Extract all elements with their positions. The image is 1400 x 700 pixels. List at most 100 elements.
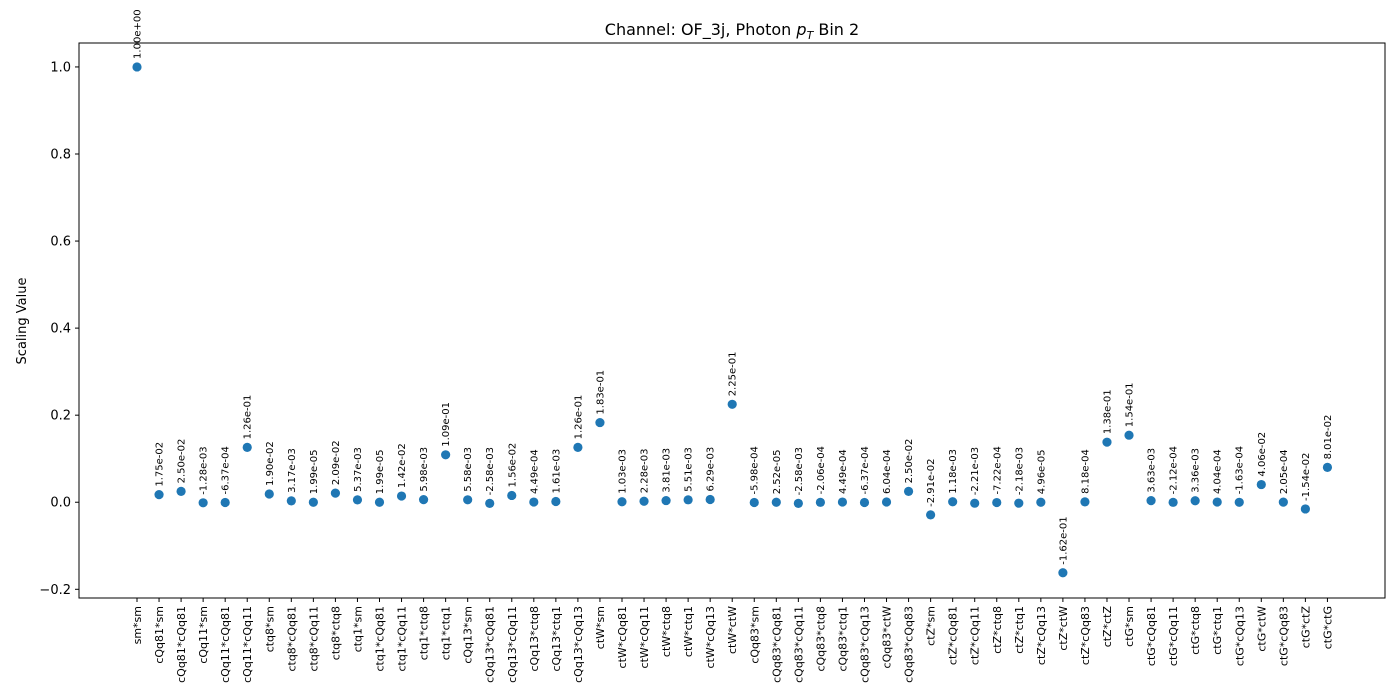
data-point — [1036, 497, 1046, 507]
data-value-label: 3.17e-03 — [287, 448, 298, 493]
data-value-label: 2.28e-03 — [640, 448, 651, 493]
x-tick-label: ctq1*cQq11 — [396, 606, 409, 672]
x-tick-label: cQq83*ctq1 — [836, 606, 849, 672]
x-tick-label: ctW*cQq13 — [704, 606, 717, 668]
x-tick-label: ctG*ctq8 — [1189, 606, 1202, 655]
data-value-label: 2.50e-02 — [177, 439, 188, 484]
chart-title-suffix: Bin 2 — [813, 20, 859, 39]
data-point — [154, 490, 164, 500]
data-point — [441, 450, 451, 460]
data-value-label: 3.36e-03 — [1191, 448, 1202, 493]
data-value-label: -6.37e-04 — [221, 446, 232, 494]
data-point — [661, 495, 671, 506]
x-tick-label: cQq83*cQq13 — [858, 606, 871, 683]
x-tick-label: ctq1*cQq81 — [373, 606, 386, 672]
x-tick-label: ctq1*ctq8 — [418, 606, 431, 660]
x-tick-label: cQq83*cQq81 — [770, 606, 783, 683]
x-tick-label: ctW*cQq81 — [616, 606, 629, 668]
data-point — [617, 497, 627, 507]
data-point — [1102, 437, 1112, 447]
x-tick-label: ctq1*sm — [351, 606, 364, 652]
data-value-label: 1.61e-03 — [551, 449, 562, 494]
x-tick-label: ctq8*sm — [263, 606, 276, 652]
data-point — [220, 497, 230, 508]
data-point — [727, 399, 737, 409]
data-value-label: 5.51e-03 — [684, 447, 695, 492]
data-value-label: 1.42e-02 — [397, 443, 408, 488]
x-tick-label: ctG*cQq83 — [1277, 606, 1290, 666]
data-value-label: 4.49e-04 — [529, 449, 540, 494]
data-points-layer — [132, 62, 1333, 578]
data-point — [1256, 479, 1266, 490]
data-value-label: 1.56e-02 — [507, 443, 518, 488]
data-point — [352, 495, 363, 505]
data-point — [463, 495, 473, 505]
x-tick-label: ctq8*cQq81 — [285, 606, 298, 672]
data-point — [1146, 496, 1156, 506]
data-value-label: 2.05e-04 — [1279, 449, 1290, 494]
x-tick-label: ctZ*ctq8 — [991, 606, 1004, 654]
axes-layer: −0.2 0.0 0.2 0.4 0.6 0.8 1.0 — [39, 60, 79, 598]
x-tick-label: cQq11*cQq81 — [219, 606, 232, 683]
x-tick-label: cQq13*ctq1 — [550, 606, 563, 672]
chart-title: Channel: OF_3j, Photon pT Bin 2 — [605, 20, 859, 42]
data-value-label: -2.12e-04 — [1169, 446, 1180, 494]
data-value-label: 1.99e-05 — [375, 449, 386, 494]
data-value-label: 5.58e-03 — [463, 447, 474, 492]
data-point — [815, 497, 825, 507]
x-tick-label: ctW*ctq1 — [682, 606, 695, 657]
data-value-label: 1.54e-01 — [1125, 382, 1136, 427]
data-value-label: -1.63e-04 — [1235, 446, 1246, 494]
data-point — [970, 498, 980, 508]
x-tick-label: ctG*ctZ — [1299, 606, 1312, 649]
data-value-label: -6.37e-04 — [860, 446, 871, 494]
data-point — [132, 62, 142, 72]
data-value-label: 4.06e-02 — [1257, 432, 1268, 477]
data-value-label: 1.75e-02 — [155, 442, 166, 487]
x-tick-label: ctG*sm — [1123, 606, 1136, 647]
y-tick-label: 0.4 — [50, 322, 71, 337]
data-value-label: 6.04e-04 — [882, 449, 893, 494]
data-value-label: -7.22e-04 — [992, 446, 1003, 494]
data-point — [286, 496, 296, 506]
data-point — [1124, 430, 1134, 440]
data-point — [948, 497, 958, 507]
x-tick-label: ctG*cQq11 — [1167, 606, 1180, 666]
x-tick-label: ctG*ctG — [1321, 606, 1334, 649]
data-point — [881, 497, 892, 507]
data-value-label: 3.81e-03 — [662, 448, 673, 493]
data-value-label: 2.52e-05 — [772, 449, 783, 494]
x-tick-label: cQq11*cQq11 — [241, 606, 254, 683]
x-tick-label: cQq13*ctq8 — [528, 606, 541, 672]
data-point — [308, 497, 318, 507]
x-tick-label: cQq13*cQq13 — [572, 606, 585, 683]
data-value-label: 2.25e-01 — [728, 352, 739, 397]
data-point — [418, 495, 429, 505]
data-point — [595, 417, 605, 428]
data-point — [1168, 497, 1178, 507]
data-labels-layer: 1.00e+00 1.75e-02 2.50e-02 -1.28e-03 -6.37e-… — [133, 9, 1334, 564]
data-value-label: 5.98e-03 — [419, 447, 430, 492]
data-value-label: 3.63e-03 — [1147, 448, 1158, 493]
data-point — [903, 486, 914, 496]
x-tick-label: cQq13*sm — [462, 606, 475, 664]
data-value-label: 4.96e-05 — [1036, 449, 1047, 494]
data-value-label: 1.99e-05 — [309, 449, 320, 494]
data-point — [485, 498, 495, 508]
data-point — [639, 496, 649, 506]
data-value-label: 4.04e-04 — [1213, 449, 1224, 494]
data-value-label: 1.38e-01 — [1102, 389, 1113, 434]
data-value-label: -1.28e-03 — [199, 446, 210, 494]
x-tick-label: cQq83*cQq83 — [903, 606, 916, 683]
data-value-label: 2.09e-02 — [331, 440, 342, 485]
x-tick-label: ctG*cQq81 — [1145, 606, 1158, 666]
x-tick-label: ctZ*ctZ — [1101, 606, 1114, 648]
data-point — [1278, 497, 1288, 507]
data-point — [705, 494, 715, 505]
data-value-label: 8.18e-04 — [1080, 449, 1091, 494]
data-value-label: 1.83e-01 — [595, 370, 606, 415]
x-tick-label: cQq81*sm — [153, 606, 166, 664]
data-point — [242, 442, 252, 452]
data-point — [837, 497, 848, 507]
